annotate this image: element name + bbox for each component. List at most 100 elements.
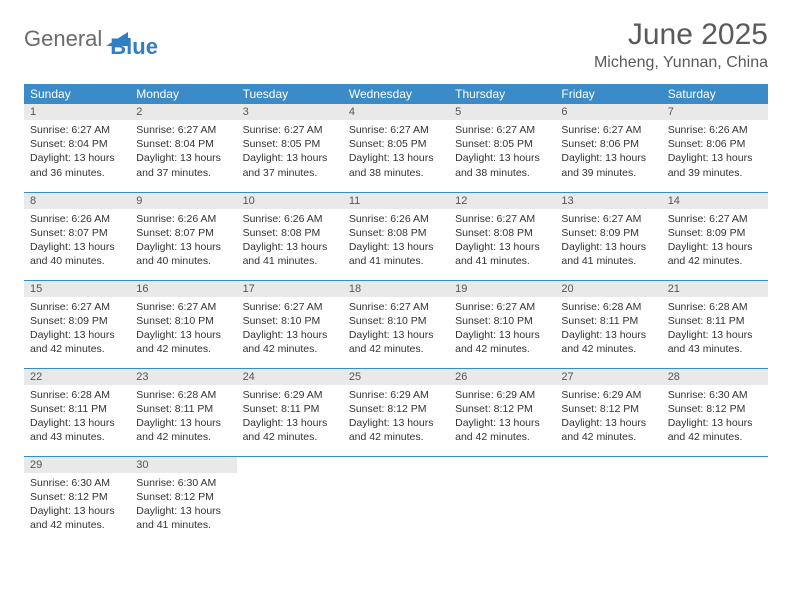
calendar-day-cell: 15Sunrise: 6:27 AMSunset: 8:09 PMDayligh… bbox=[24, 280, 130, 368]
location-subtitle: Micheng, Yunnan, China bbox=[594, 54, 768, 72]
daylight-text: Daylight: 13 hours and 42 minutes. bbox=[243, 328, 337, 356]
daylight-text: Daylight: 13 hours and 40 minutes. bbox=[136, 240, 230, 268]
sunrise-text: Sunrise: 6:27 AM bbox=[455, 212, 549, 226]
day-number: 28 bbox=[662, 369, 768, 385]
calendar-day-cell: 7Sunrise: 6:26 AMSunset: 8:06 PMDaylight… bbox=[662, 104, 768, 192]
daylight-text: Daylight: 13 hours and 41 minutes. bbox=[455, 240, 549, 268]
day-number: 18 bbox=[343, 281, 449, 297]
calendar-day-cell bbox=[555, 456, 661, 544]
day-details: Sunrise: 6:27 AMSunset: 8:05 PMDaylight:… bbox=[237, 120, 343, 186]
day-number: 16 bbox=[130, 281, 236, 297]
calendar-week-row: 8Sunrise: 6:26 AMSunset: 8:07 PMDaylight… bbox=[24, 192, 768, 280]
day-number: 14 bbox=[662, 193, 768, 209]
calendar-day-cell: 21Sunrise: 6:28 AMSunset: 8:11 PMDayligh… bbox=[662, 280, 768, 368]
day-details: Sunrise: 6:28 AMSunset: 8:11 PMDaylight:… bbox=[130, 385, 236, 451]
day-details: Sunrise: 6:27 AMSunset: 8:04 PMDaylight:… bbox=[130, 120, 236, 186]
weekday-header: Saturday bbox=[662, 84, 768, 104]
page-header: General Blue June 2025 Micheng, Yunnan, … bbox=[24, 18, 768, 72]
calendar-day-cell: 20Sunrise: 6:28 AMSunset: 8:11 PMDayligh… bbox=[555, 280, 661, 368]
sunrise-text: Sunrise: 6:28 AM bbox=[30, 388, 124, 402]
day-details: Sunrise: 6:27 AMSunset: 8:06 PMDaylight:… bbox=[555, 120, 661, 186]
calendar-day-cell: 9Sunrise: 6:26 AMSunset: 8:07 PMDaylight… bbox=[130, 192, 236, 280]
sunset-text: Sunset: 8:04 PM bbox=[136, 137, 230, 151]
day-number: 6 bbox=[555, 104, 661, 120]
daylight-text: Daylight: 13 hours and 38 minutes. bbox=[455, 151, 549, 179]
logo-text-general: General bbox=[24, 26, 102, 52]
daylight-text: Daylight: 13 hours and 36 minutes. bbox=[30, 151, 124, 179]
daylight-text: Daylight: 13 hours and 40 minutes. bbox=[30, 240, 124, 268]
sunset-text: Sunset: 8:07 PM bbox=[30, 226, 124, 240]
sunrise-text: Sunrise: 6:27 AM bbox=[30, 123, 124, 137]
calendar-day-cell: 2Sunrise: 6:27 AMSunset: 8:04 PMDaylight… bbox=[130, 104, 236, 192]
sunrise-text: Sunrise: 6:28 AM bbox=[136, 388, 230, 402]
calendar-day-cell: 10Sunrise: 6:26 AMSunset: 8:08 PMDayligh… bbox=[237, 192, 343, 280]
calendar-day-cell: 14Sunrise: 6:27 AMSunset: 8:09 PMDayligh… bbox=[662, 192, 768, 280]
calendar-day-cell: 25Sunrise: 6:29 AMSunset: 8:12 PMDayligh… bbox=[343, 368, 449, 456]
daylight-text: Daylight: 13 hours and 37 minutes. bbox=[136, 151, 230, 179]
sunset-text: Sunset: 8:07 PM bbox=[136, 226, 230, 240]
day-number: 12 bbox=[449, 193, 555, 209]
calendar-day-cell: 19Sunrise: 6:27 AMSunset: 8:10 PMDayligh… bbox=[449, 280, 555, 368]
sunrise-text: Sunrise: 6:30 AM bbox=[136, 476, 230, 490]
sunrise-text: Sunrise: 6:27 AM bbox=[561, 123, 655, 137]
day-number: 20 bbox=[555, 281, 661, 297]
day-details: Sunrise: 6:26 AMSunset: 8:07 PMDaylight:… bbox=[24, 209, 130, 275]
calendar-day-cell: 30Sunrise: 6:30 AMSunset: 8:12 PMDayligh… bbox=[130, 456, 236, 544]
day-number: 19 bbox=[449, 281, 555, 297]
day-details: Sunrise: 6:27 AMSunset: 8:09 PMDaylight:… bbox=[662, 209, 768, 275]
title-block: June 2025 Micheng, Yunnan, China bbox=[594, 18, 768, 72]
day-number: 21 bbox=[662, 281, 768, 297]
day-details: Sunrise: 6:28 AMSunset: 8:11 PMDaylight:… bbox=[24, 385, 130, 451]
calendar-day-cell: 24Sunrise: 6:29 AMSunset: 8:11 PMDayligh… bbox=[237, 368, 343, 456]
sunrise-text: Sunrise: 6:27 AM bbox=[243, 123, 337, 137]
sunrise-text: Sunrise: 6:26 AM bbox=[243, 212, 337, 226]
day-number: 8 bbox=[24, 193, 130, 209]
daylight-text: Daylight: 13 hours and 42 minutes. bbox=[561, 416, 655, 444]
calendar-day-cell: 29Sunrise: 6:30 AMSunset: 8:12 PMDayligh… bbox=[24, 456, 130, 544]
sunset-text: Sunset: 8:11 PM bbox=[136, 402, 230, 416]
weekday-header: Monday bbox=[130, 84, 236, 104]
sunrise-text: Sunrise: 6:26 AM bbox=[349, 212, 443, 226]
daylight-text: Daylight: 13 hours and 42 minutes. bbox=[668, 416, 762, 444]
weekday-header-row: Sunday Monday Tuesday Wednesday Thursday… bbox=[24, 84, 768, 104]
day-details: Sunrise: 6:29 AMSunset: 8:11 PMDaylight:… bbox=[237, 385, 343, 451]
day-number: 30 bbox=[130, 457, 236, 473]
sunset-text: Sunset: 8:05 PM bbox=[455, 137, 549, 151]
calendar-day-cell: 5Sunrise: 6:27 AMSunset: 8:05 PMDaylight… bbox=[449, 104, 555, 192]
sunrise-text: Sunrise: 6:30 AM bbox=[668, 388, 762, 402]
day-number: 9 bbox=[130, 193, 236, 209]
sunrise-text: Sunrise: 6:26 AM bbox=[668, 123, 762, 137]
daylight-text: Daylight: 13 hours and 42 minutes. bbox=[561, 328, 655, 356]
calendar-day-cell: 27Sunrise: 6:29 AMSunset: 8:12 PMDayligh… bbox=[555, 368, 661, 456]
day-details: Sunrise: 6:30 AMSunset: 8:12 PMDaylight:… bbox=[24, 473, 130, 539]
day-number: 17 bbox=[237, 281, 343, 297]
calendar-day-cell: 8Sunrise: 6:26 AMSunset: 8:07 PMDaylight… bbox=[24, 192, 130, 280]
calendar-day-cell: 18Sunrise: 6:27 AMSunset: 8:10 PMDayligh… bbox=[343, 280, 449, 368]
weekday-header: Sunday bbox=[24, 84, 130, 104]
sunset-text: Sunset: 8:04 PM bbox=[30, 137, 124, 151]
calendar-day-cell: 4Sunrise: 6:27 AMSunset: 8:05 PMDaylight… bbox=[343, 104, 449, 192]
sunrise-text: Sunrise: 6:27 AM bbox=[455, 123, 549, 137]
day-number: 1 bbox=[24, 104, 130, 120]
month-title: June 2025 bbox=[594, 18, 768, 52]
daylight-text: Daylight: 13 hours and 39 minutes. bbox=[561, 151, 655, 179]
calendar-day-cell bbox=[449, 456, 555, 544]
daylight-text: Daylight: 13 hours and 42 minutes. bbox=[30, 328, 124, 356]
daylight-text: Daylight: 13 hours and 41 minutes. bbox=[349, 240, 443, 268]
calendar-week-row: 29Sunrise: 6:30 AMSunset: 8:12 PMDayligh… bbox=[24, 456, 768, 544]
daylight-text: Daylight: 13 hours and 42 minutes. bbox=[243, 416, 337, 444]
sunrise-text: Sunrise: 6:27 AM bbox=[30, 300, 124, 314]
sunset-text: Sunset: 8:12 PM bbox=[30, 490, 124, 504]
sunset-text: Sunset: 8:11 PM bbox=[243, 402, 337, 416]
sunset-text: Sunset: 8:12 PM bbox=[349, 402, 443, 416]
day-details: Sunrise: 6:26 AMSunset: 8:06 PMDaylight:… bbox=[662, 120, 768, 186]
day-number: 22 bbox=[24, 369, 130, 385]
sunset-text: Sunset: 8:09 PM bbox=[561, 226, 655, 240]
day-details: Sunrise: 6:27 AMSunset: 8:04 PMDaylight:… bbox=[24, 120, 130, 186]
weekday-header: Wednesday bbox=[343, 84, 449, 104]
sunset-text: Sunset: 8:10 PM bbox=[136, 314, 230, 328]
daylight-text: Daylight: 13 hours and 39 minutes. bbox=[668, 151, 762, 179]
day-details: Sunrise: 6:28 AMSunset: 8:11 PMDaylight:… bbox=[662, 297, 768, 363]
daylight-text: Daylight: 13 hours and 37 minutes. bbox=[243, 151, 337, 179]
day-details: Sunrise: 6:26 AMSunset: 8:08 PMDaylight:… bbox=[343, 209, 449, 275]
